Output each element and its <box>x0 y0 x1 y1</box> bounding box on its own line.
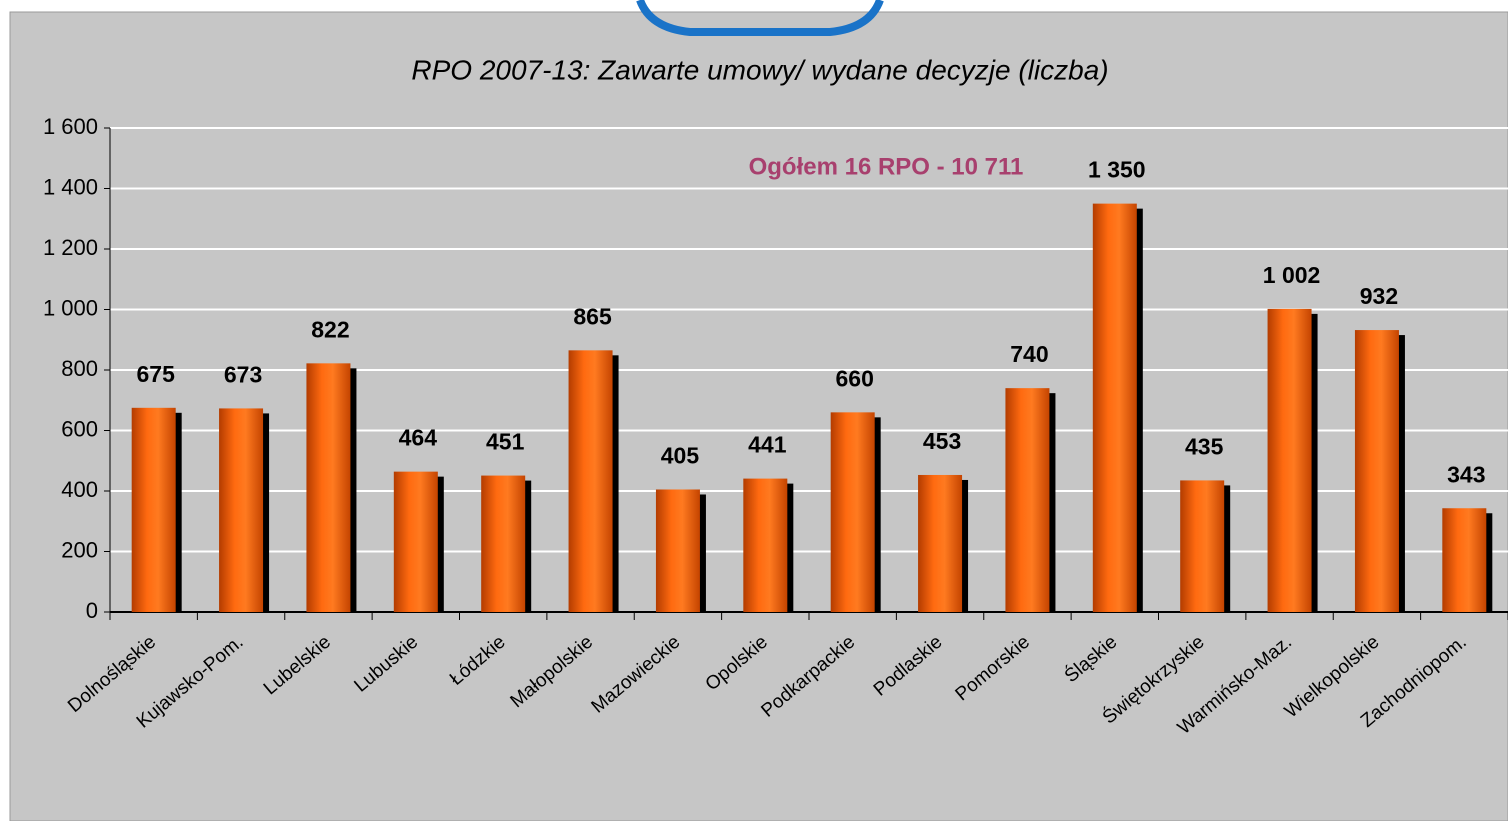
bar <box>918 474 963 612</box>
data-label: 675 <box>137 361 176 387</box>
data-label: 865 <box>573 303 612 329</box>
bar <box>306 363 351 612</box>
bar <box>131 407 176 612</box>
data-label: 673 <box>224 361 262 387</box>
bar <box>1354 330 1399 612</box>
data-label: 435 <box>1185 433 1224 459</box>
annotation: Ogółem 16 RPO - 10 711 <box>749 153 1024 180</box>
data-label: 1 002 <box>1263 262 1321 288</box>
bar <box>568 350 613 612</box>
data-label: 343 <box>1447 461 1485 487</box>
y-tick-label: 1 400 <box>43 174 98 199</box>
y-tick-label: 600 <box>61 416 98 441</box>
y-tick-label: 0 <box>86 598 98 623</box>
y-tick-label: 1 000 <box>43 295 98 320</box>
bar <box>655 489 700 612</box>
decoration-arc <box>636 0 884 36</box>
data-label: 451 <box>486 429 525 455</box>
bar <box>743 478 788 612</box>
bar <box>1005 388 1050 612</box>
y-tick-label: 1 600 <box>43 114 98 139</box>
data-label: 453 <box>923 428 961 454</box>
data-label: 740 <box>1010 341 1048 367</box>
y-tick-label: 1 200 <box>43 235 98 260</box>
data-label: 1 350 <box>1088 157 1146 183</box>
chart-title: RPO 2007-13: Zawarte umowy/ wydane decyz… <box>411 54 1108 85</box>
bar <box>1092 203 1137 612</box>
data-label: 405 <box>661 443 700 469</box>
bar <box>1442 508 1487 612</box>
bar <box>393 471 438 612</box>
data-label: 822 <box>311 316 349 342</box>
data-label: 660 <box>836 365 874 391</box>
data-label: 441 <box>748 432 787 458</box>
bar <box>830 412 875 612</box>
y-tick-label: 400 <box>61 477 98 502</box>
data-label: 932 <box>1360 283 1398 309</box>
y-tick-label: 800 <box>61 356 98 381</box>
bar <box>481 475 526 612</box>
y-tick-label: 200 <box>61 537 98 562</box>
bar <box>1180 480 1225 612</box>
data-label: 464 <box>399 425 438 451</box>
bar <box>1267 308 1312 612</box>
bar <box>219 408 264 612</box>
